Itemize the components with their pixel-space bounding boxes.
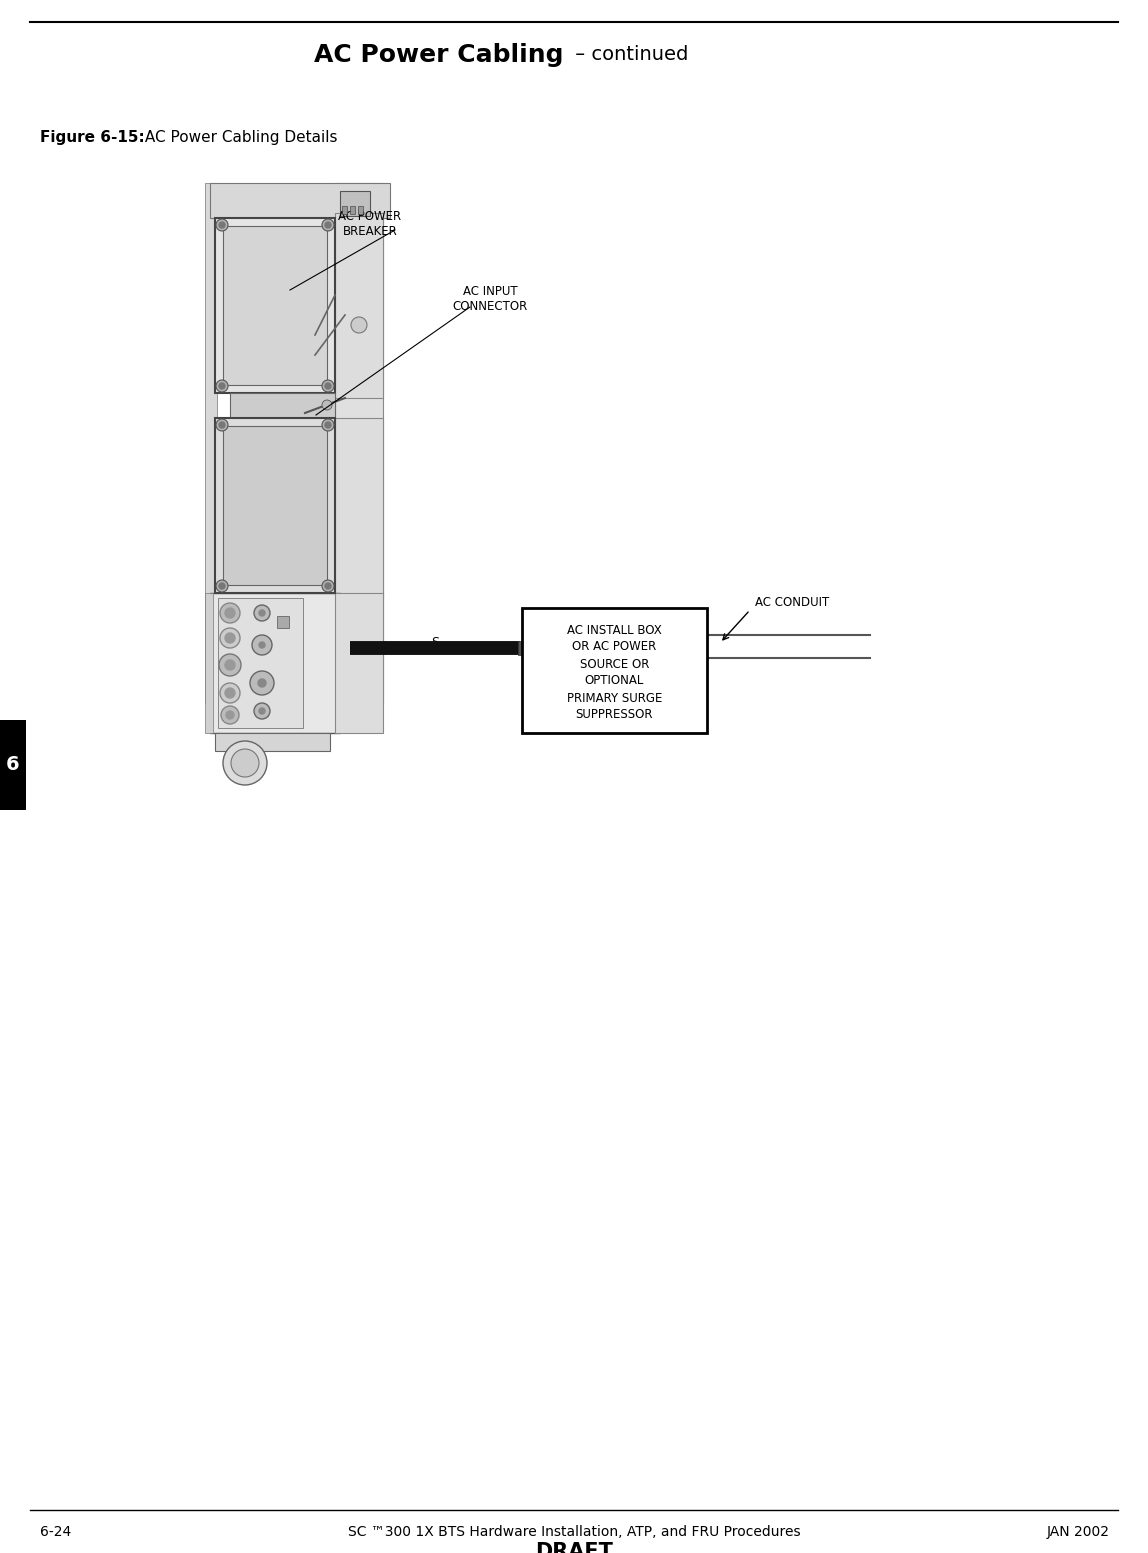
Circle shape <box>225 609 235 618</box>
Circle shape <box>225 688 235 697</box>
Text: AC Power Cabling Details: AC Power Cabling Details <box>140 130 338 144</box>
Bar <box>215 217 335 393</box>
Circle shape <box>220 603 240 623</box>
Bar <box>230 393 335 418</box>
Bar <box>215 733 329 752</box>
Circle shape <box>253 635 272 655</box>
Bar <box>223 426 327 585</box>
Circle shape <box>321 219 334 231</box>
Text: Figure 6-15:: Figure 6-15: <box>40 130 145 144</box>
Bar <box>335 183 383 704</box>
Circle shape <box>225 660 235 669</box>
Circle shape <box>216 380 228 391</box>
Circle shape <box>259 610 265 617</box>
Text: AC POWER
BREAKER: AC POWER BREAKER <box>339 210 402 238</box>
Circle shape <box>219 422 225 429</box>
Bar <box>205 183 217 704</box>
Bar <box>335 593 383 733</box>
Circle shape <box>321 401 332 410</box>
Bar <box>350 207 355 214</box>
Circle shape <box>259 708 265 714</box>
Bar <box>342 207 347 214</box>
Circle shape <box>219 582 225 589</box>
Circle shape <box>351 317 367 332</box>
Circle shape <box>254 704 270 719</box>
Bar <box>277 617 289 627</box>
Circle shape <box>220 627 240 648</box>
Bar <box>335 213 383 398</box>
Circle shape <box>226 711 234 719</box>
Bar <box>0 721 26 811</box>
Circle shape <box>250 671 274 696</box>
Bar <box>358 207 363 214</box>
Circle shape <box>219 384 225 388</box>
Text: – continued: – continued <box>569 45 689 65</box>
Bar <box>522 609 707 733</box>
Text: S: S <box>430 637 439 649</box>
Bar <box>518 641 530 655</box>
Bar <box>335 418 383 598</box>
Text: DRAFT: DRAFT <box>535 1542 613 1553</box>
Text: AC CONDUIT: AC CONDUIT <box>755 596 829 609</box>
Circle shape <box>216 579 228 592</box>
Circle shape <box>223 741 267 784</box>
Circle shape <box>321 419 334 432</box>
Circle shape <box>216 419 228 432</box>
Circle shape <box>325 422 331 429</box>
Circle shape <box>222 707 239 724</box>
Text: AC Power Cabling: AC Power Cabling <box>315 43 564 67</box>
Circle shape <box>219 654 241 676</box>
Text: 6: 6 <box>6 755 20 775</box>
Bar <box>205 593 214 733</box>
Circle shape <box>325 222 331 228</box>
Text: 6-24: 6-24 <box>40 1525 71 1539</box>
Text: AC INPUT
CONNECTOR: AC INPUT CONNECTOR <box>452 286 528 314</box>
Circle shape <box>325 384 331 388</box>
Bar <box>210 183 390 217</box>
Circle shape <box>321 579 334 592</box>
Text: SC ™300 1X BTS Hardware Installation, ATP, and FRU Procedures: SC ™300 1X BTS Hardware Installation, AT… <box>348 1525 800 1539</box>
Circle shape <box>225 634 235 643</box>
Circle shape <box>216 219 228 231</box>
Text: AC INSTALL BOX
OR AC POWER
SOURCE OR
OPTIONAL
PRIMARY SURGE
SUPPRESSOR: AC INSTALL BOX OR AC POWER SOURCE OR OPT… <box>567 623 662 722</box>
Circle shape <box>258 679 266 686</box>
Bar <box>223 227 327 385</box>
Circle shape <box>231 749 259 776</box>
Bar <box>215 418 335 593</box>
Circle shape <box>325 582 331 589</box>
Bar <box>218 598 303 728</box>
Circle shape <box>254 606 270 621</box>
Circle shape <box>259 641 265 648</box>
Circle shape <box>321 380 334 391</box>
Circle shape <box>219 222 225 228</box>
Bar <box>340 191 370 216</box>
Bar <box>210 593 340 733</box>
Circle shape <box>220 683 240 704</box>
Text: JAN 2002: JAN 2002 <box>1047 1525 1110 1539</box>
